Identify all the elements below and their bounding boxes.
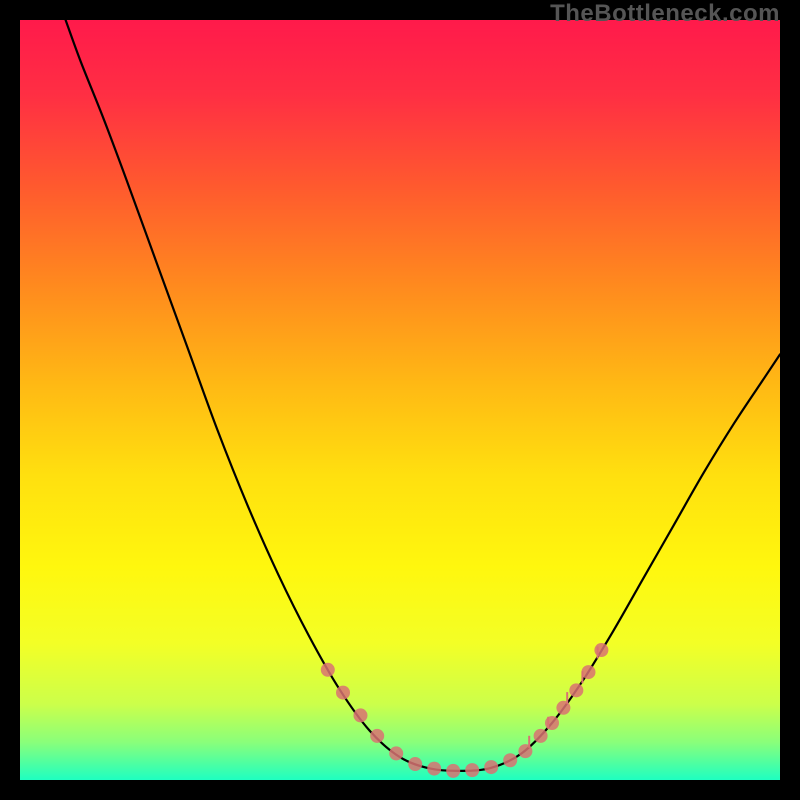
chart-frame: TheBottleneck.com	[0, 0, 800, 800]
gradient-background	[20, 20, 780, 780]
plot-area	[20, 20, 780, 780]
watermark-text: TheBottleneck.com	[550, 0, 780, 28]
bottleneck-curve-chart	[20, 20, 780, 780]
